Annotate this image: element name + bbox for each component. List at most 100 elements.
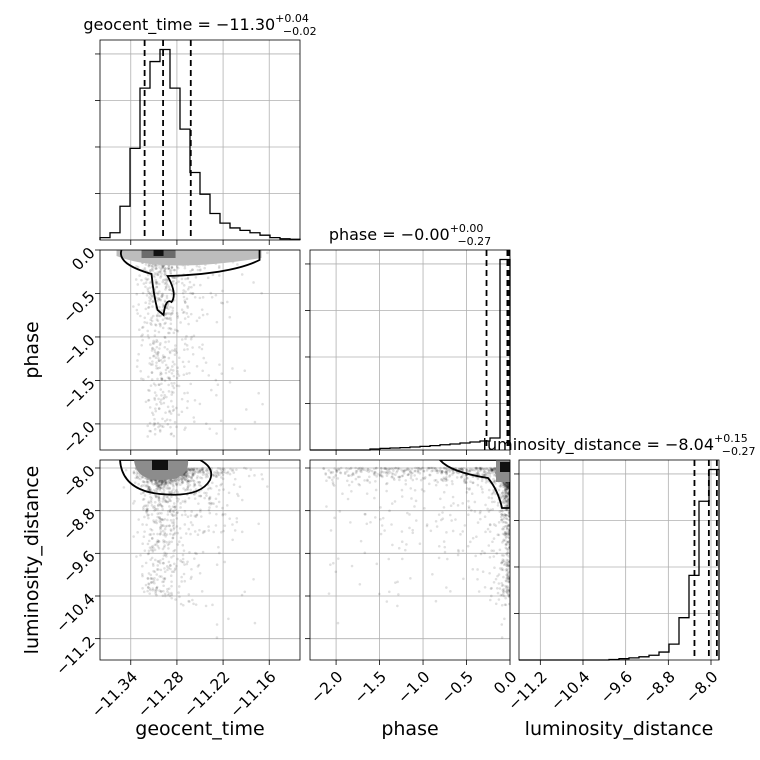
sample-point: [205, 494, 208, 497]
sample-point: [491, 508, 495, 511]
sample-point: [434, 478, 438, 482]
sample-point: [505, 543, 509, 546]
sample-point: [169, 507, 173, 511]
sample-point: [164, 594, 167, 598]
sample-point: [220, 530, 223, 534]
sample-point: [198, 468, 201, 471]
sample-point: [164, 321, 167, 325]
sample-point: [173, 268, 176, 272]
sample-point: [505, 577, 509, 580]
sample-point: [502, 563, 506, 567]
sample-point: [159, 373, 162, 376]
sample-point: [507, 512, 510, 515]
sample-point: [176, 316, 180, 319]
sample-point: [155, 494, 158, 498]
sample-point: [154, 356, 158, 360]
title-upper-error: +0.00: [450, 222, 484, 235]
sample-point: [183, 488, 187, 492]
y-tick-label: −0.5: [59, 287, 98, 326]
sample-point: [177, 280, 180, 283]
sample-point: [155, 543, 158, 546]
sample-point: [330, 478, 334, 482]
sample-point: [151, 577, 154, 581]
sample-point: [506, 551, 509, 555]
sample-point: [180, 397, 184, 401]
sample-point: [228, 381, 232, 384]
sample-point: [183, 348, 186, 352]
sample-point: [437, 556, 441, 560]
sample-point: [397, 593, 400, 596]
sample-point: [169, 326, 172, 330]
sample-point: [191, 468, 195, 472]
sample-point: [167, 560, 171, 564]
sample-point: [132, 471, 136, 474]
sample-point: [163, 570, 167, 574]
sample-point: [191, 469, 195, 472]
sample-point: [427, 482, 431, 486]
sample-point: [139, 492, 143, 495]
sample-point: [169, 305, 172, 309]
sample-point: [243, 466, 246, 470]
sample-point: [163, 282, 167, 286]
sample-point: [190, 467, 193, 471]
sample-point: [158, 502, 162, 505]
sample-point: [172, 526, 176, 530]
sample-point: [157, 485, 160, 489]
sample-point: [187, 496, 191, 500]
sample-point: [146, 485, 150, 489]
sample-point: [155, 540, 159, 544]
sample-point: [407, 467, 410, 471]
sample-point: [159, 504, 162, 507]
sample-point: [155, 314, 159, 317]
sample-point: [184, 337, 187, 341]
sample-point: [152, 339, 155, 343]
sample-point: [506, 500, 509, 504]
sample-point: [161, 479, 165, 483]
sample-point: [231, 538, 234, 542]
sample-point: [190, 510, 193, 513]
sample-point: [199, 494, 203, 498]
sample-point: [496, 504, 500, 507]
sample-point: [387, 590, 391, 594]
sample-point: [208, 486, 211, 490]
sample-point: [327, 592, 331, 595]
sample-point: [135, 471, 139, 475]
sample-point: [183, 510, 187, 513]
sample-point: [150, 528, 154, 532]
sample-point: [156, 564, 160, 567]
sample-point: [502, 594, 506, 598]
sample-point: [177, 585, 181, 588]
sample-point: [163, 531, 167, 535]
sample-point: [186, 468, 190, 471]
sample-point: [368, 469, 372, 472]
sample-point: [189, 514, 193, 517]
sample-point: [408, 468, 411, 472]
sample-point: [434, 483, 438, 487]
sample-point: [484, 470, 487, 474]
sample-point: [160, 295, 164, 298]
sample-point: [411, 531, 415, 535]
sample-point: [346, 497, 350, 501]
sample-point: [492, 523, 496, 526]
sample-point: [180, 481, 184, 485]
sample-point: [163, 592, 167, 596]
sample-point: [249, 468, 253, 471]
sample-point: [487, 468, 491, 472]
sample-point: [167, 307, 170, 311]
sample-point: [227, 491, 231, 495]
sample-point: [231, 367, 234, 370]
sample-point: [151, 506, 155, 509]
sample-point: [489, 467, 493, 471]
sample-point: [185, 473, 189, 477]
sample-point: [212, 502, 215, 505]
sample-point: [502, 483, 505, 486]
sample-point: [158, 430, 162, 433]
sample-point: [141, 291, 145, 295]
sample-point: [201, 468, 204, 472]
sample-point: [192, 484, 196, 488]
sample-point: [161, 292, 164, 296]
sample-point: [150, 580, 153, 584]
sample-point: [445, 586, 448, 589]
sample-point: [484, 481, 488, 484]
sample-point: [168, 508, 172, 512]
